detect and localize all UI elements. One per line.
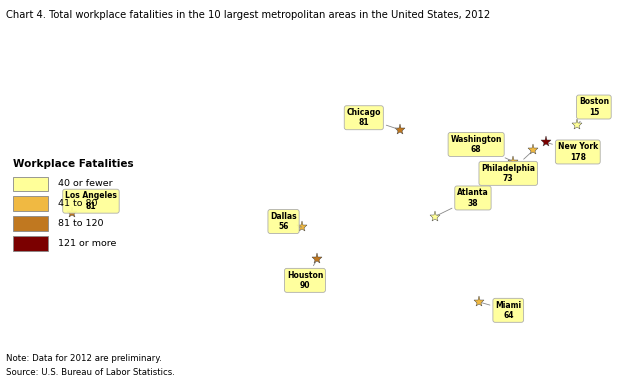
Text: Washington
68: Washington 68 <box>451 135 511 160</box>
Text: Boston
15: Boston 15 <box>579 97 609 123</box>
Text: 81 to 120: 81 to 120 <box>58 219 103 228</box>
Text: 40 or fewer: 40 or fewer <box>58 179 112 188</box>
Text: Chicago
81: Chicago 81 <box>347 108 397 129</box>
Text: Dallas
56: Dallas 56 <box>270 212 302 231</box>
Text: 41 to 80: 41 to 80 <box>58 199 98 208</box>
Text: Los Angeles
81: Los Angeles 81 <box>65 192 117 213</box>
Text: Miami
64: Miami 64 <box>482 301 521 320</box>
Text: Philadelphia
73: Philadelphia 73 <box>482 152 535 183</box>
Text: Chart 4. Total workplace fatalities in the 10 largest metropolitan areas in the : Chart 4. Total workplace fatalities in t… <box>6 10 490 20</box>
Text: Workplace Fatalities: Workplace Fatalities <box>13 159 134 169</box>
Text: New York
178: New York 178 <box>548 142 598 162</box>
Text: Atlanta
38: Atlanta 38 <box>437 188 489 216</box>
Text: Houston
90: Houston 90 <box>287 262 323 290</box>
Text: Note: Data for 2012 are preliminary.: Note: Data for 2012 are preliminary. <box>6 354 162 363</box>
Text: 121 or more: 121 or more <box>58 239 116 248</box>
Text: Source: U.S. Bureau of Labor Statistics.: Source: U.S. Bureau of Labor Statistics. <box>6 368 175 377</box>
